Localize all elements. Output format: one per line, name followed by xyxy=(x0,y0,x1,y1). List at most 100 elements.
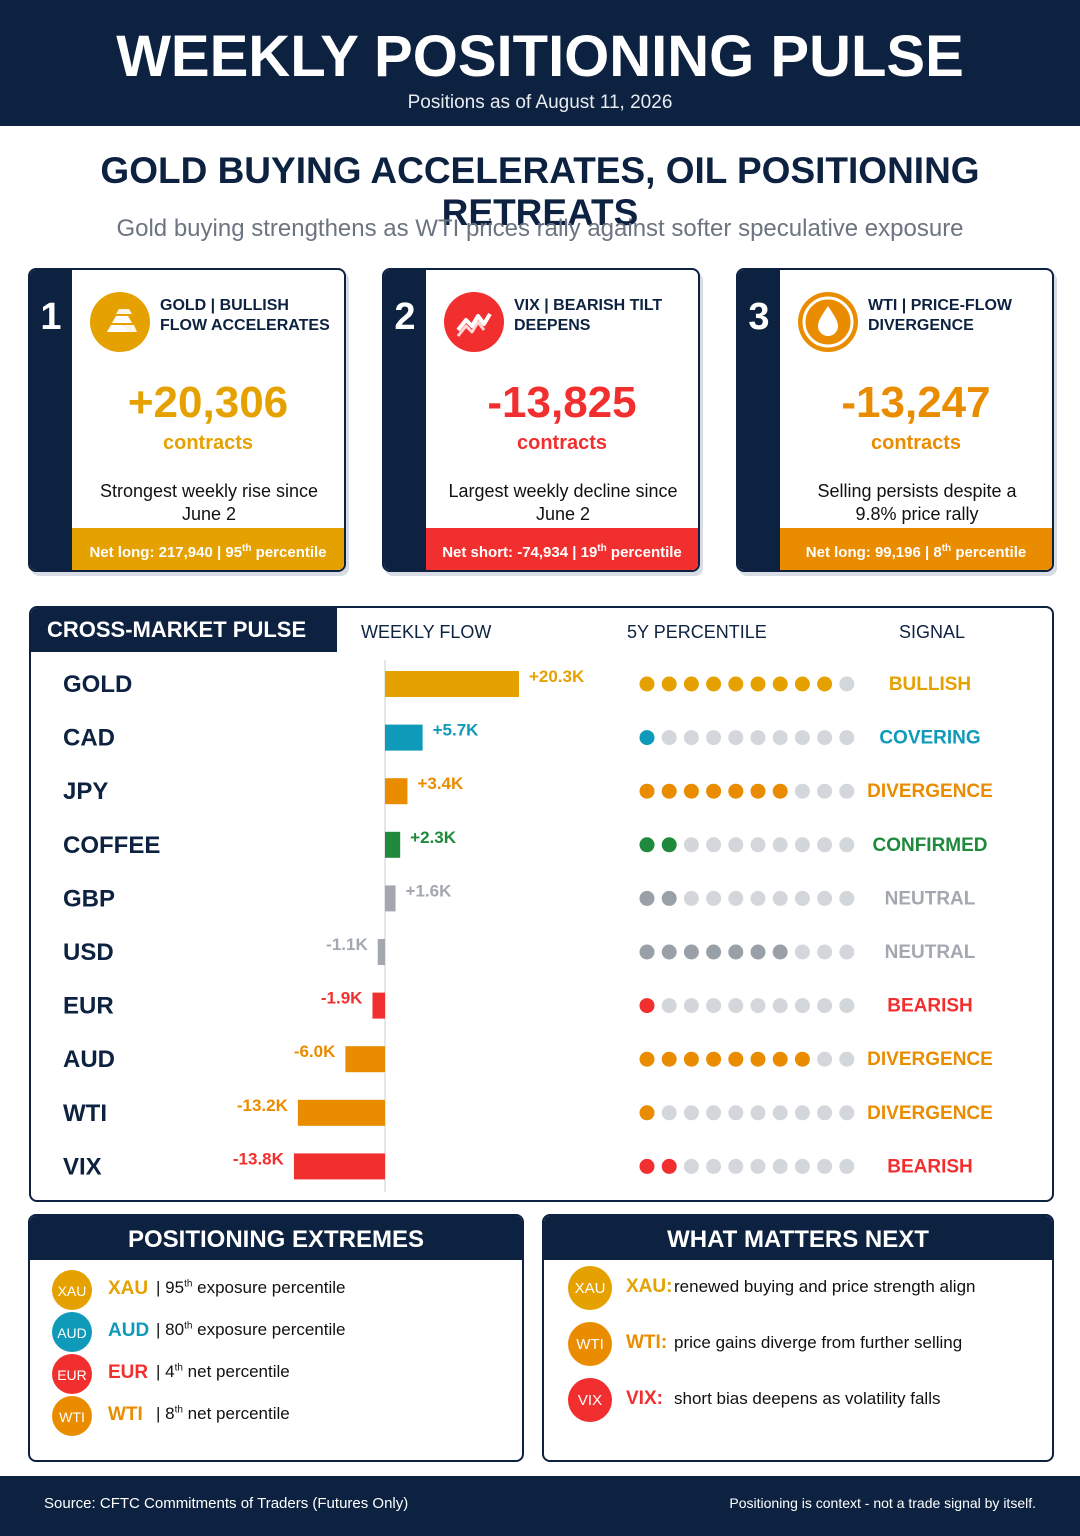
percentile-dot xyxy=(683,837,699,853)
flow-value-label: -1.9K xyxy=(321,989,363,1008)
percentile-dot xyxy=(639,676,655,692)
pulse-title: CROSS-MARKET PULSE xyxy=(31,608,337,652)
percentile-dot xyxy=(728,944,744,960)
percentile-dot xyxy=(683,998,699,1014)
percentile-dot xyxy=(683,1105,699,1121)
percentile-dot xyxy=(817,998,833,1014)
vix-badge-icon: VIX xyxy=(568,1378,612,1422)
percentile-dot xyxy=(817,1105,833,1121)
percentile-dot xyxy=(750,1158,766,1174)
flow-value-label: -1.1K xyxy=(326,935,368,954)
percentile-dot xyxy=(706,837,722,853)
percentile-dot xyxy=(772,730,788,746)
percentile-dot xyxy=(772,1051,788,1067)
percentile-dot xyxy=(639,890,655,906)
card-vix: 2 VIX | BEARISH TILT DEEPENS -13,825 con… xyxy=(382,268,700,572)
percentile-dot xyxy=(706,1158,722,1174)
row-label: GOLD xyxy=(63,671,132,698)
percentile-dot xyxy=(839,1051,855,1067)
percentile-dot xyxy=(639,730,655,746)
col-header-flow: WEEKLY FLOW xyxy=(361,622,492,642)
percentile-dot xyxy=(728,1051,744,1067)
percentile-dot xyxy=(728,1105,744,1121)
headline: GOLD BUYING ACCELERATES, OIL POSITIONING… xyxy=(100,150,980,233)
percentile-dot xyxy=(750,1105,766,1121)
next-code: XAU: xyxy=(626,1276,673,1297)
percentile-dot xyxy=(639,1158,655,1174)
percentile-dot xyxy=(839,837,855,853)
card-footer: Net long: 217,940 | 95th percentile xyxy=(72,528,344,570)
row-label: WTI xyxy=(63,1100,107,1127)
percentile-dot xyxy=(706,730,722,746)
extreme-text: | 80th exposure percentile xyxy=(156,1320,346,1339)
flow-value-label: +5.7K xyxy=(433,721,480,740)
percentile-dot xyxy=(772,783,788,799)
percentile-dot xyxy=(639,837,655,853)
percentile-dot xyxy=(772,944,788,960)
wti-badge-icon: WTI xyxy=(52,1396,92,1436)
percentile-dot xyxy=(794,944,810,960)
flow-bar xyxy=(385,778,408,805)
percentile-dot xyxy=(639,998,655,1014)
percentile-dot xyxy=(750,998,766,1014)
percentile-dot xyxy=(839,676,855,692)
percentile-dot xyxy=(839,944,855,960)
percentile-dot xyxy=(661,1105,677,1121)
xau-badge-icon: XAU xyxy=(568,1266,612,1310)
percentile-dot xyxy=(683,890,699,906)
percentile-dot xyxy=(839,783,855,799)
card-gold: 1 GOLD | BULLISH FLOW ACCELERATES +20,30… xyxy=(28,268,346,572)
as-of-date: Positions as of August 11, 2026 xyxy=(407,92,673,113)
flow-bar xyxy=(297,1099,385,1126)
percentile-dot xyxy=(794,890,810,906)
percentile-dot xyxy=(839,730,855,746)
percentile-dot xyxy=(661,944,677,960)
percentile-dot xyxy=(661,730,677,746)
extreme-text: | 4th net percentile xyxy=(156,1362,290,1381)
extremes-title: POSITIONING EXTREMES xyxy=(30,1216,522,1260)
percentile-dot xyxy=(817,890,833,906)
percentile-dot xyxy=(706,998,722,1014)
card-number: 2 xyxy=(384,270,426,570)
percentile-dot xyxy=(794,837,810,853)
card-number: 3 xyxy=(738,270,780,570)
percentile-dot xyxy=(772,676,788,692)
percentile-dot xyxy=(661,1051,677,1067)
percentile-dot xyxy=(706,783,722,799)
percentile-dot xyxy=(839,1105,855,1121)
percentile-dot xyxy=(817,783,833,799)
flow-bar xyxy=(385,831,401,858)
percentile-dot xyxy=(661,676,677,692)
percentile-dot xyxy=(794,783,810,799)
percentile-dot xyxy=(683,783,699,799)
percentile-dot xyxy=(794,1051,810,1067)
wti-badge-icon: WTI xyxy=(568,1322,612,1366)
percentile-dot xyxy=(794,1158,810,1174)
flow-value-label: +3.4K xyxy=(417,774,464,793)
card-value: -13,825 xyxy=(487,378,637,427)
xau-badge-icon: XAU xyxy=(52,1270,92,1310)
flow-value-label: -6.0K xyxy=(294,1042,336,1061)
flow-value-label: -13.8K xyxy=(233,1149,285,1168)
next-text: short bias deepens as volatility falls xyxy=(674,1389,941,1408)
percentile-dot xyxy=(706,1105,722,1121)
percentile-dot xyxy=(794,998,810,1014)
percentile-dot xyxy=(661,783,677,799)
subheadline: Gold buying strengthens as WTI prices ra… xyxy=(116,215,964,242)
percentile-dot xyxy=(683,676,699,692)
extreme-code: WTI xyxy=(108,1404,143,1425)
disclaimer: Positioning is context - not a trade sig… xyxy=(729,1495,1036,1511)
percentile-dot xyxy=(683,1158,699,1174)
percentile-dot xyxy=(661,837,677,853)
percentile-dot xyxy=(794,676,810,692)
signal-label: DIVERGENCE xyxy=(867,1049,993,1070)
gold-bars-icon xyxy=(90,292,150,352)
row-label: COFFEE xyxy=(63,832,160,859)
pulse-chart: GOLD +20.3K BULLISH CAD +5.7K COVERING JPY +3.4… xyxy=(63,660,993,1192)
card-title: WTI | PRICE-FLOW DIVERGENCE xyxy=(868,297,1013,334)
percentile-dot xyxy=(817,730,833,746)
percentile-dot xyxy=(772,998,788,1014)
card-unit: contracts xyxy=(516,432,608,454)
percentile-dot xyxy=(683,1051,699,1067)
signal-label: COVERING xyxy=(879,728,980,749)
